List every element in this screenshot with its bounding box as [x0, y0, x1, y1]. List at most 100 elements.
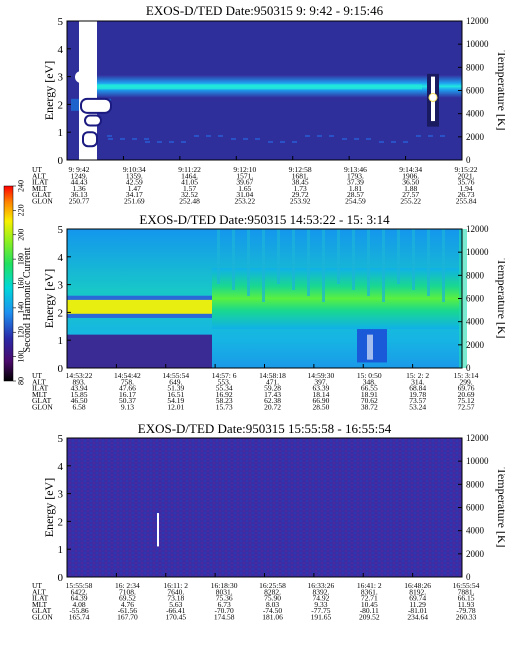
spectrogram-streak	[442, 229, 445, 302]
y2-tick-label: 10000	[466, 247, 489, 257]
y-tick-label: 4	[58, 252, 64, 264]
orbit-value: 27.57	[402, 190, 419, 199]
orbit-value: 74.92	[312, 594, 329, 603]
orbit-value: 6422.	[71, 587, 88, 596]
orbit-value: 75.90	[264, 594, 281, 603]
chart-title: EXOS-D/TED Date:950315 15:55:58 - 16:55:…	[138, 421, 392, 436]
orbit-row-label: GLON	[32, 613, 53, 622]
orbit-value: -80.11	[360, 606, 379, 615]
orbit-value: 11.93	[458, 600, 475, 609]
spectrogram-speckle	[354, 137, 359, 140]
spectrogram-speckle	[157, 140, 162, 143]
orbit-value: 9:13:46	[344, 165, 367, 174]
color-scale-tick-label: 200	[17, 229, 26, 241]
orbit-value: 1571.	[236, 171, 253, 180]
orbit-value: 250.77	[69, 197, 90, 206]
y2-tick-label: 6000	[466, 86, 485, 96]
spectrogram-speckle	[342, 137, 347, 140]
y-tick-label: 0	[58, 572, 64, 584]
orbit-row-label: ALT	[32, 587, 46, 596]
spectrogram-speckle	[428, 134, 433, 137]
spectrogram-spike-marker	[428, 92, 438, 102]
orbit-value: 167.70	[117, 613, 138, 622]
orbit-value: 19.78	[409, 390, 426, 399]
spectrogram-speckle	[231, 137, 236, 140]
spectrogram-streak	[307, 229, 310, 296]
orbit-value: 16.51	[167, 390, 184, 399]
chart-title: EXOS-D/TED Date:950315 14:53:22 - 15: 3:…	[139, 212, 390, 227]
orbit-value: 1.81	[349, 184, 362, 193]
orbit-value: 31.04	[236, 190, 253, 199]
orbit-value: 893.	[72, 377, 85, 386]
spectrogram-streak	[382, 229, 385, 302]
orbit-value: 6.73	[218, 600, 231, 609]
spectrogram-speckle	[268, 140, 273, 143]
orbit-row-label: UT	[32, 371, 42, 380]
orbit-row-label: GLON	[32, 197, 53, 206]
panel-3-spectrogram	[67, 438, 462, 577]
orbit-value: 15: 2: 2	[406, 371, 429, 380]
orbit-row-label: ALT	[32, 171, 46, 180]
orbit-value: 14:58:18	[259, 371, 286, 380]
orbit-value: 69.74	[409, 594, 426, 603]
orbit-value: 9:14:34	[399, 165, 422, 174]
orbit-value: -66.41	[166, 606, 186, 615]
orbit-row-label: MLT	[32, 390, 48, 399]
spectrogram-streak	[277, 229, 280, 284]
spectrogram-streak	[292, 229, 295, 290]
y2-tick-label: 4000	[466, 526, 485, 536]
orbit-value: 15: 3:14	[454, 371, 479, 380]
y2-tick-label: 8000	[466, 479, 485, 489]
color-scale-tick-label: 120	[17, 326, 26, 338]
orbit-row-label: ILAT	[32, 178, 49, 187]
y-tick-label: 1	[58, 127, 64, 139]
spectrogram-speckle	[440, 134, 445, 137]
orbit-value: 251.69	[124, 197, 145, 206]
orbit-value: 1464.	[181, 171, 198, 180]
color-scale-tick-label: 140	[17, 302, 26, 314]
spectrogram-speckle	[255, 137, 260, 140]
y-tick-label: 5	[58, 16, 64, 28]
orbit-value: 252.48	[179, 197, 200, 206]
orbit-row-label: GLON	[32, 403, 53, 412]
orbit-value: 16:48:26	[404, 581, 431, 590]
orbit-value: 6.58	[72, 403, 85, 412]
orbit-row-label: ILAT	[32, 594, 49, 603]
panel-1: EXOS-D/TED Date:950315 9: 9:42 - 9:15:46…	[32, 3, 505, 206]
orbit-value: 314.	[411, 377, 424, 386]
orbit-value: 1681.	[292, 171, 309, 180]
orbit-row-label: UT	[32, 581, 42, 590]
spectrogram-speckle	[391, 140, 396, 143]
orbit-value: 73.57	[409, 396, 426, 405]
y2-tick-label: 0	[466, 572, 471, 582]
orbit-value: 72.71	[361, 594, 378, 603]
orbit-value: 8392.	[312, 587, 329, 596]
color-scale-tick-label: 100	[17, 351, 26, 363]
color-scale: 80 100 120 140 160 180 200 220 240 Second Harmoni…	[3, 180, 33, 385]
spectrogram-speckle	[403, 140, 408, 143]
orbit-value: 649.	[169, 377, 182, 386]
orbit-value: 66.90	[312, 396, 329, 405]
spectrogram-saturated-blob	[84, 114, 102, 127]
y-tick-label: 4	[58, 461, 64, 473]
spectrogram-streak	[412, 229, 415, 290]
spectrogram-streak	[367, 229, 370, 296]
orbit-value: 44.43	[71, 178, 88, 187]
orbit-value: 16:25:58	[259, 581, 286, 590]
y2-tick-label: 4000	[466, 109, 485, 119]
orbit-value: 253.22	[235, 197, 256, 206]
y-tick-label: 2	[58, 516, 64, 528]
y2-tick-label: 2000	[466, 549, 485, 559]
orbit-value: 51.39	[167, 384, 184, 393]
orbit-value: 69.76	[458, 384, 475, 393]
orbit-value: 15.85	[71, 390, 88, 399]
y2-tick-label: 12000	[466, 224, 489, 234]
panel-2: EXOS-D/TED Date:950315 14:53:22 - 15: 3:…	[32, 212, 505, 412]
color-scale-tick-label: 180	[17, 253, 26, 265]
orbit-value: 15:55:58	[66, 581, 93, 590]
y-tick-label: 5	[58, 224, 64, 236]
orbit-value: 10.45	[361, 600, 378, 609]
orbit-value: 17.43	[264, 390, 281, 399]
orbit-value: 170.45	[165, 613, 186, 622]
orbit-value: 15: 0:50	[357, 371, 382, 380]
